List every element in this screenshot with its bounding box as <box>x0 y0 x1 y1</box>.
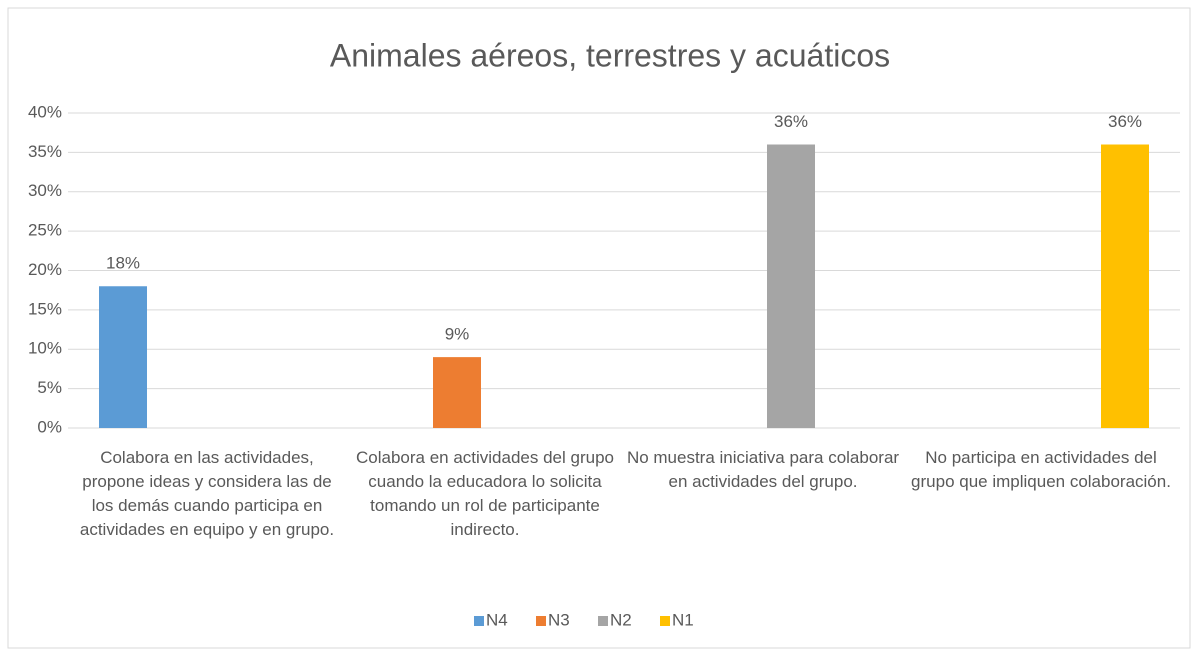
bar <box>99 286 147 428</box>
x-tick-label: No participa en actividades del grupo qu… <box>911 448 1171 491</box>
legend-swatch <box>474 616 484 626</box>
data-label: 18% <box>106 254 140 273</box>
bar <box>1101 144 1149 428</box>
legend-swatch <box>660 616 670 626</box>
y-tick-label: 15% <box>28 299 62 318</box>
legend-swatch <box>536 616 546 626</box>
y-tick-label: 20% <box>28 260 62 279</box>
x-tick-label: No muestra iniciativa para colaborar en … <box>626 448 900 491</box>
y-tick-label: 0% <box>37 417 62 436</box>
y-tick-label: 10% <box>28 339 62 358</box>
x-tick-label: Colabora en actividades del grupo cuando… <box>355 448 614 539</box>
bar <box>433 357 481 428</box>
chart-border <box>7 7 1191 649</box>
legend-label: N1 <box>672 610 694 629</box>
y-tick-label: 40% <box>28 102 62 121</box>
legend-label: N4 <box>486 610 508 629</box>
legend-swatch <box>598 616 608 626</box>
bar <box>767 144 815 428</box>
y-tick-label: 35% <box>28 142 62 161</box>
legend-label: N2 <box>610 610 632 629</box>
chart-title: Animales aéreos, terrestres y acuáticos <box>330 37 890 73</box>
y-tick-label: 30% <box>28 181 62 200</box>
data-label: 9% <box>445 325 470 344</box>
legend-label: N3 <box>548 610 570 629</box>
x-tick-label: Colabora en las actividades, propone ide… <box>79 448 335 539</box>
data-label: 36% <box>1108 112 1142 131</box>
data-label: 36% <box>774 112 808 131</box>
y-tick-label: 5% <box>37 378 62 397</box>
y-tick-label: 25% <box>28 221 62 240</box>
